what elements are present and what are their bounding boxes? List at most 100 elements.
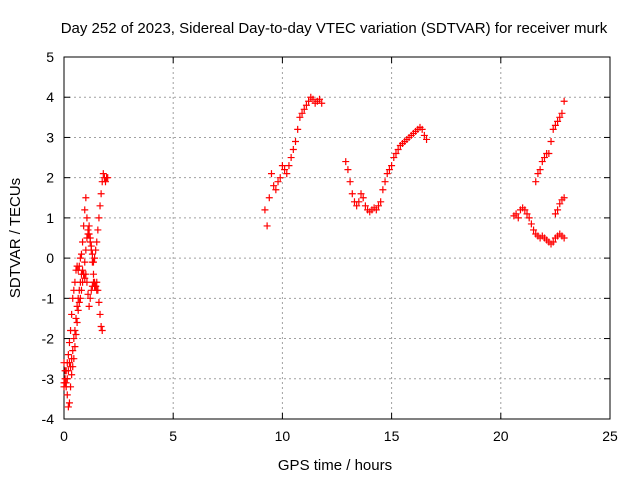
data-point [560, 97, 568, 105]
x-tick-label: 20 [493, 428, 509, 444]
data-point [86, 294, 94, 302]
data-point [388, 162, 396, 170]
y-tick-label: 1 [46, 210, 54, 226]
data-point [81, 274, 89, 282]
data-point [274, 178, 282, 186]
data-point [85, 230, 93, 238]
data-point [547, 137, 555, 145]
data-point [95, 214, 103, 222]
data-point [420, 131, 428, 139]
data-point [89, 278, 97, 286]
data-point [276, 174, 284, 182]
data-point [265, 194, 273, 202]
data-point [73, 318, 81, 326]
data-point [270, 182, 278, 190]
data-point [84, 226, 92, 234]
data-point [372, 206, 380, 214]
data-point [62, 383, 70, 391]
data-point [93, 238, 101, 246]
data-point [101, 178, 109, 186]
data-point [302, 101, 310, 109]
series-7 [532, 97, 568, 186]
data-point [549, 238, 557, 246]
data-point [96, 202, 104, 210]
data-point [309, 95, 317, 103]
data-point [67, 363, 75, 371]
x-tick-label: 15 [384, 428, 400, 444]
data-point [278, 162, 286, 170]
y-tick-label: 4 [46, 89, 54, 105]
y-tick-label: 5 [46, 49, 54, 65]
series-4 [261, 93, 326, 230]
data-point [551, 121, 559, 129]
data-point [75, 298, 83, 306]
data-point [394, 146, 402, 154]
data-point [75, 262, 83, 270]
y-tick-label: 3 [46, 129, 54, 145]
y-tick-label: 2 [46, 170, 54, 186]
data-point [84, 290, 92, 298]
data-point [381, 178, 389, 186]
series-6 [510, 204, 568, 248]
data-point [99, 170, 107, 178]
data-point [83, 214, 91, 222]
data-point [81, 206, 89, 214]
data-point [79, 238, 87, 246]
data-point [95, 298, 103, 306]
data-point [93, 286, 101, 294]
data-point [64, 403, 72, 411]
data-point [353, 202, 361, 210]
data-point [77, 250, 85, 258]
data-point [281, 166, 289, 174]
data-point [76, 254, 84, 262]
data-point [318, 99, 326, 107]
data-point [560, 234, 568, 242]
data-point [532, 178, 540, 186]
data-point [76, 278, 84, 286]
y-axis-label: SDTVAR / TECUs [7, 178, 24, 298]
data-point [267, 170, 275, 178]
data-point [357, 190, 365, 198]
data-point [292, 137, 300, 145]
data-point [558, 109, 566, 117]
data-point [514, 214, 522, 222]
data-point [97, 322, 105, 330]
data-point [65, 339, 73, 347]
data-point [361, 202, 369, 210]
data-point [79, 266, 87, 274]
x-tick-label: 25 [602, 428, 618, 444]
data-point [377, 198, 385, 206]
data-point [418, 125, 426, 133]
data-point [65, 399, 73, 407]
data-point [554, 117, 562, 125]
data-point [64, 367, 72, 375]
data-point [536, 166, 544, 174]
data-point [83, 278, 91, 286]
data-point [91, 254, 99, 262]
data-point [423, 135, 431, 143]
data-point [83, 234, 91, 242]
y-tick-label: -1 [42, 290, 55, 306]
series-5 [342, 123, 431, 216]
data-point [383, 170, 391, 178]
data-point [540, 154, 548, 162]
data-point [63, 375, 71, 383]
data-point [549, 125, 557, 133]
data-point [298, 109, 306, 117]
data-point [94, 226, 102, 234]
x-tick-label: 0 [60, 428, 68, 444]
data-point [289, 146, 297, 154]
data-point [527, 220, 535, 228]
data-points [60, 93, 568, 411]
x-tick-label: 5 [169, 428, 177, 444]
data-point [63, 391, 71, 399]
chart-title: Day 252 of 2023, Sidereal Day-to-day VTE… [61, 20, 608, 37]
data-point [346, 178, 354, 186]
data-point [85, 302, 93, 310]
data-point [294, 125, 302, 133]
data-point [379, 186, 387, 194]
data-point [316, 95, 324, 103]
data-point [73, 302, 81, 310]
series-8 [551, 194, 568, 218]
data-point [545, 150, 553, 158]
